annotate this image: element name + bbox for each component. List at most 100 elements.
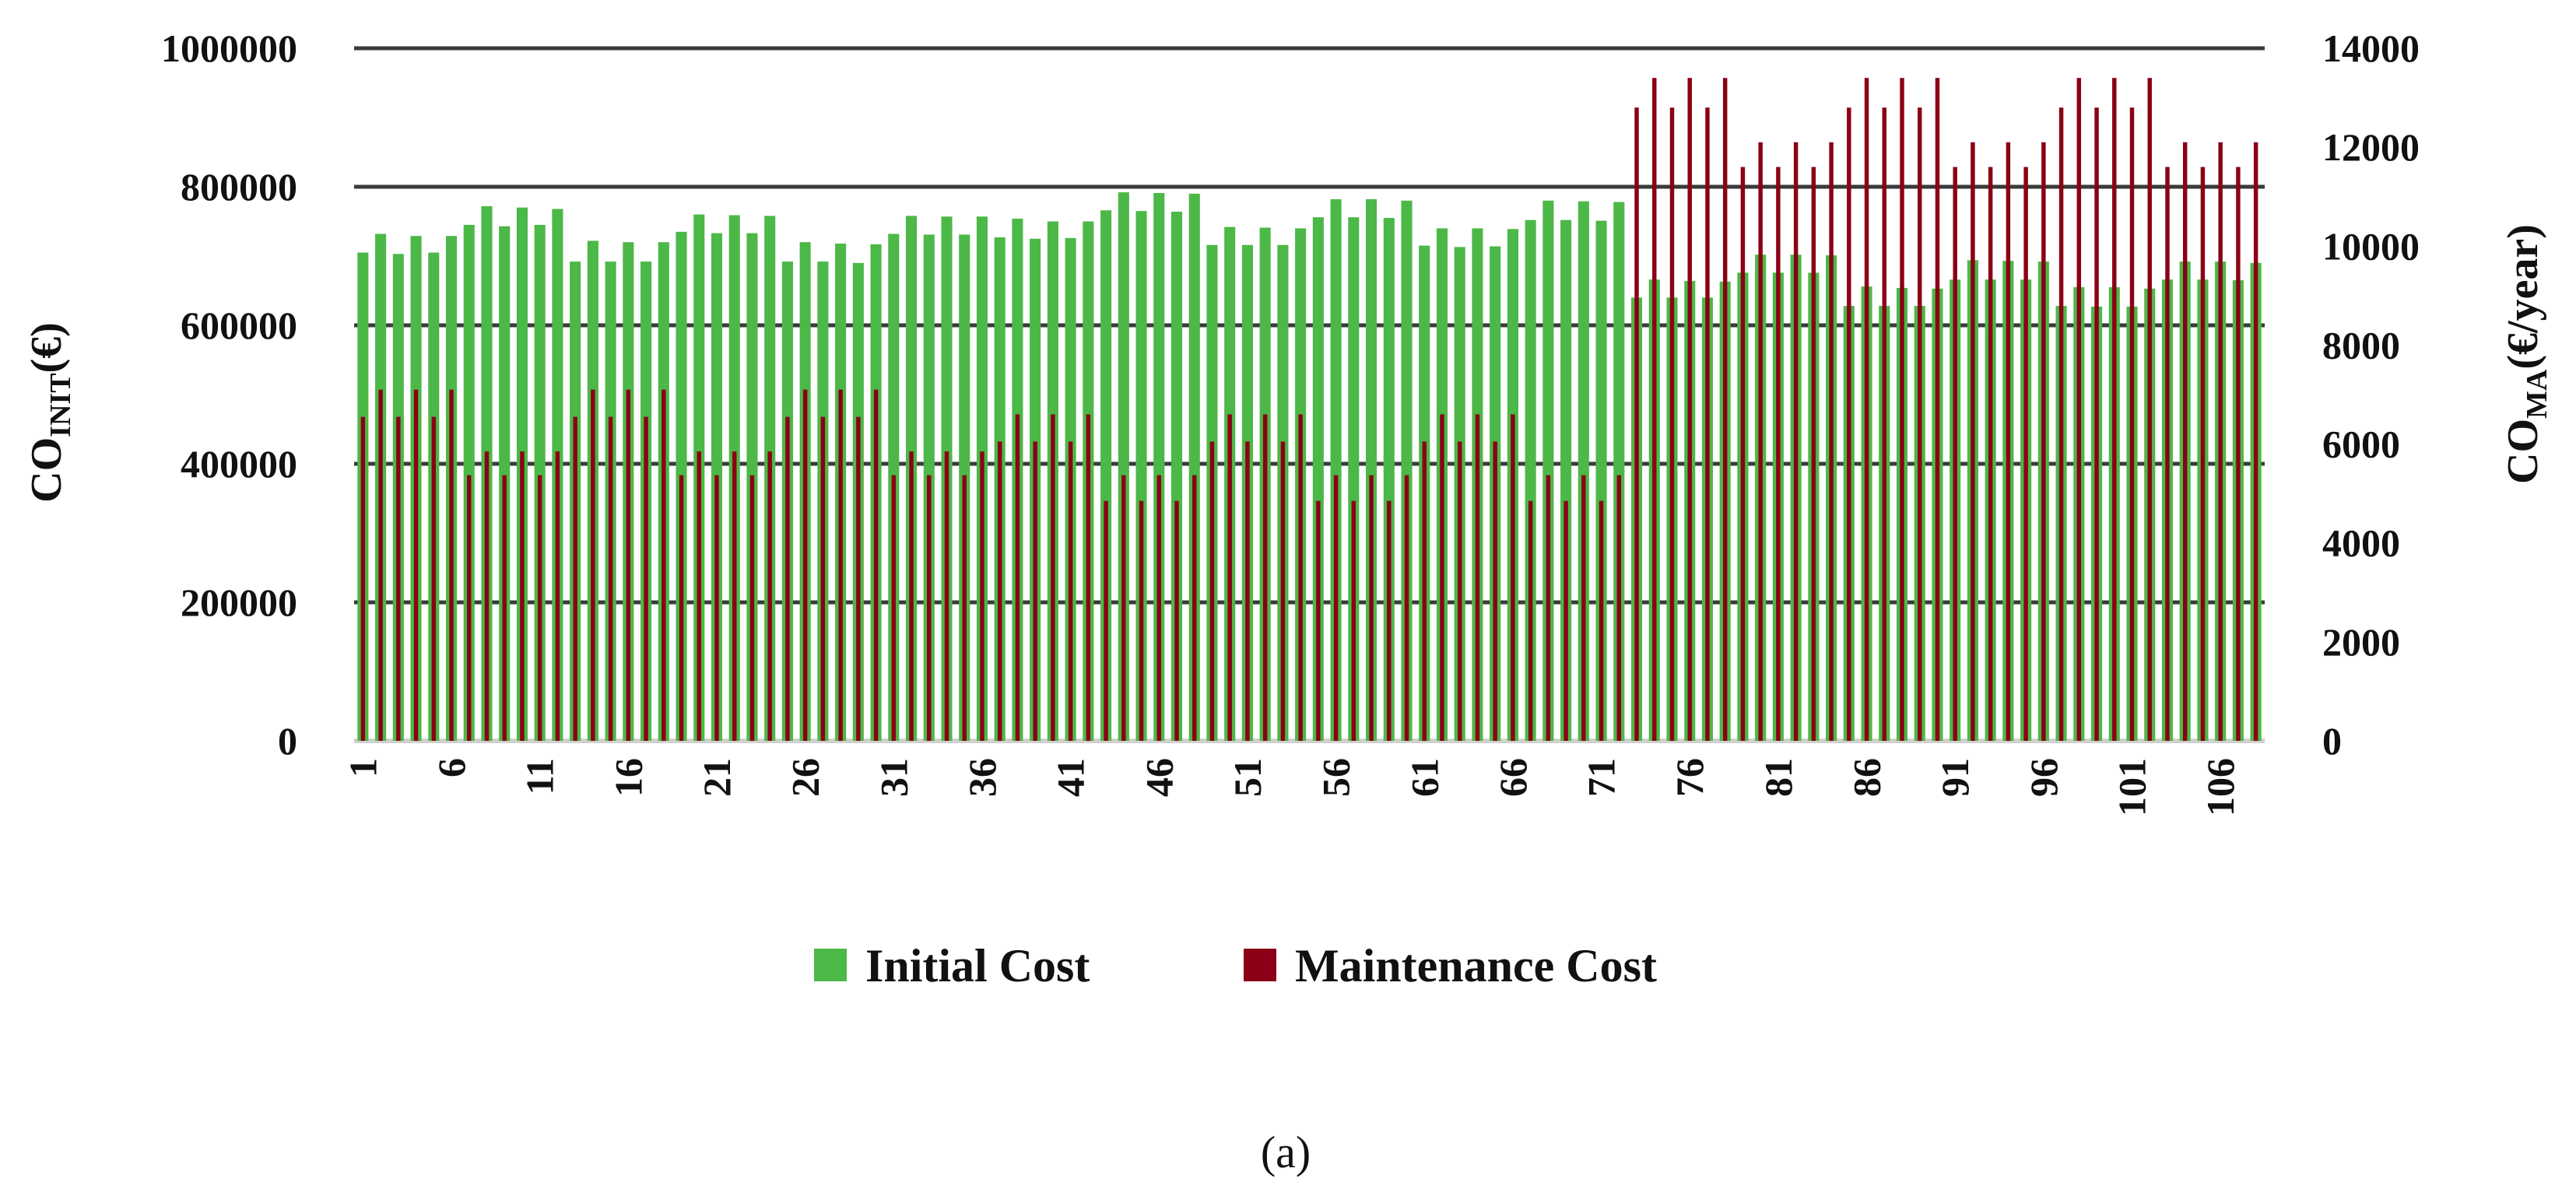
figure-caption: (a) [1261, 1127, 1311, 1177]
maintenance-cost-bar [1033, 441, 1037, 741]
maintenance-cost-bar [1918, 107, 1922, 742]
maintenance-cost-bar [2094, 107, 2099, 742]
maintenance-cost-bar [1758, 142, 1763, 742]
left-axis-title-sub: INIT [44, 373, 77, 437]
maintenance-cost-bar [1068, 441, 1073, 741]
maintenance-cost-bar [873, 389, 879, 741]
maintenance-cost-bar [2236, 167, 2241, 742]
maintenance-cost-bar [2218, 142, 2223, 742]
maintenance-cost-bar [1722, 78, 1728, 741]
maintenance-cost-bar [644, 416, 648, 741]
maintenance-cost-bar [573, 416, 577, 741]
maintenance-cost-bar [820, 416, 826, 741]
x-axis-tick-label: 56 [1314, 758, 1358, 797]
x-axis-tick-label: 36 [960, 758, 1004, 797]
right-axis-tick-label: 10000 [2322, 224, 2420, 268]
right-axis-tick-label: 12000 [2322, 125, 2420, 169]
maintenance-cost-bar [962, 475, 967, 741]
maintenance-cost-bar [1829, 142, 1834, 742]
x-axis-tick-label: 61 [1402, 758, 1446, 797]
svg-text:COINIT(€): COINIT(€) [23, 322, 77, 503]
right-axis-tick-label: 4000 [2322, 521, 2400, 565]
x-axis-tick-label: 106 [2199, 758, 2242, 816]
maintenance-cost-bar [2023, 167, 2028, 742]
initial-cost-bar [1525, 219, 1536, 742]
x-axis-tick-label: 41 [1049, 758, 1093, 797]
maintenance-cost-bar [360, 416, 366, 741]
maintenance-cost-bar [1192, 475, 1197, 741]
x-axis-tick-label: 101 [2111, 758, 2154, 816]
maintenance-cost-bar [802, 389, 808, 741]
maintenance-cost-bar [891, 475, 897, 741]
x-axis-tick-label: 66 [1491, 758, 1535, 797]
right-axis-tick-label: 14000 [2322, 26, 2420, 70]
maintenance-cost-bar [1900, 78, 1904, 741]
svg-text:COMA(€/year): COMA(€/year) [2499, 224, 2553, 484]
maintenance-cost-bar [2041, 142, 2046, 742]
maintenance-cost-bar [1298, 414, 1303, 741]
legend-label-maintenance-cost: Maintenance Cost [1295, 940, 1657, 991]
maintenance-cost-bar [1935, 78, 1940, 741]
maintenance-cost-bar [431, 416, 437, 741]
maintenance-cost-bar [1280, 441, 1286, 741]
right-axis-title: COMA(€/year) [2499, 224, 2553, 484]
maintenance-cost-bar [467, 475, 472, 741]
initial-cost-bar [1312, 217, 1324, 741]
maintenance-cost-bar [997, 441, 1002, 741]
maintenance-cost-bar [2147, 78, 2152, 741]
maintenance-cost-bar [396, 416, 401, 741]
left-axis-tick-label: 400000 [181, 442, 297, 486]
x-axis-tick-label: 96 [2022, 758, 2065, 797]
left-axis-title-main: CO [23, 437, 71, 503]
maintenance-cost-bar [1015, 414, 1020, 741]
legend-swatch-maintenance-cost [1244, 949, 1276, 981]
initial-cost-bar [1542, 200, 1554, 741]
maintenance-cost-bar [1687, 78, 1692, 741]
maintenance-cost-bar [1139, 500, 1144, 741]
maintenance-cost-bar [1333, 475, 1339, 741]
maintenance-cost-bar [1864, 78, 1869, 741]
maintenance-cost-bars [360, 78, 2258, 742]
maintenance-cost-bar [449, 389, 454, 741]
initial-cost-bar [1135, 211, 1147, 741]
legend: Initial Cost Maintenance Cost [814, 940, 1657, 991]
maintenance-cost-bar [1404, 475, 1409, 741]
maintenance-cost-bar [1440, 414, 1444, 741]
maintenance-cost-bar [1705, 107, 1710, 742]
right-axis-title-sub: MA [2521, 369, 2553, 419]
left-axis-ticks: 0 200000 400000 600000 800000 1000000 [161, 26, 297, 763]
maintenance-cost-bar [1528, 500, 1533, 741]
x-axis-tick-label: 86 [1845, 758, 1889, 797]
maintenance-cost-bar [484, 451, 490, 741]
right-axis-tick-label: 0 [2322, 719, 2342, 763]
maintenance-cost-bar [555, 451, 560, 741]
maintenance-cost-bar [537, 475, 542, 741]
maintenance-cost-bar [2112, 78, 2117, 741]
maintenance-cost-bar [1475, 414, 1480, 741]
maintenance-cost-bar [1776, 167, 1781, 742]
maintenance-cost-bar [378, 389, 383, 741]
maintenance-cost-bar [927, 475, 932, 741]
initial-cost-bar [1560, 219, 1572, 742]
x-axis-tick-label: 6 [430, 758, 473, 777]
maintenance-cost-bar [1369, 475, 1374, 741]
initial-cost-bar [1100, 210, 1112, 741]
maintenance-cost-bar [502, 475, 507, 741]
maintenance-cost-bar [1546, 475, 1551, 741]
maintenance-cost-bar [1387, 500, 1392, 741]
maintenance-cost-bar [679, 475, 684, 741]
x-axis-tick-label: 71 [1580, 758, 1623, 797]
initial-cost-bar [1578, 201, 1589, 741]
maintenance-cost-bar [1511, 414, 1515, 741]
maintenance-cost-bar [1811, 167, 1816, 742]
maintenance-cost-bar [413, 389, 419, 741]
x-axis-tick-label: 11 [518, 758, 562, 795]
initial-cost-bar [1383, 218, 1395, 741]
maintenance-cost-bar [626, 389, 631, 741]
maintenance-cost-bar [767, 451, 772, 741]
x-axis-tick-label: 16 [606, 758, 650, 797]
maintenance-cost-bar [2165, 167, 2170, 742]
maintenance-cost-bar [1669, 107, 1675, 742]
maintenance-cost-bar [1457, 441, 1462, 741]
maintenance-cost-bar [1563, 500, 1568, 741]
